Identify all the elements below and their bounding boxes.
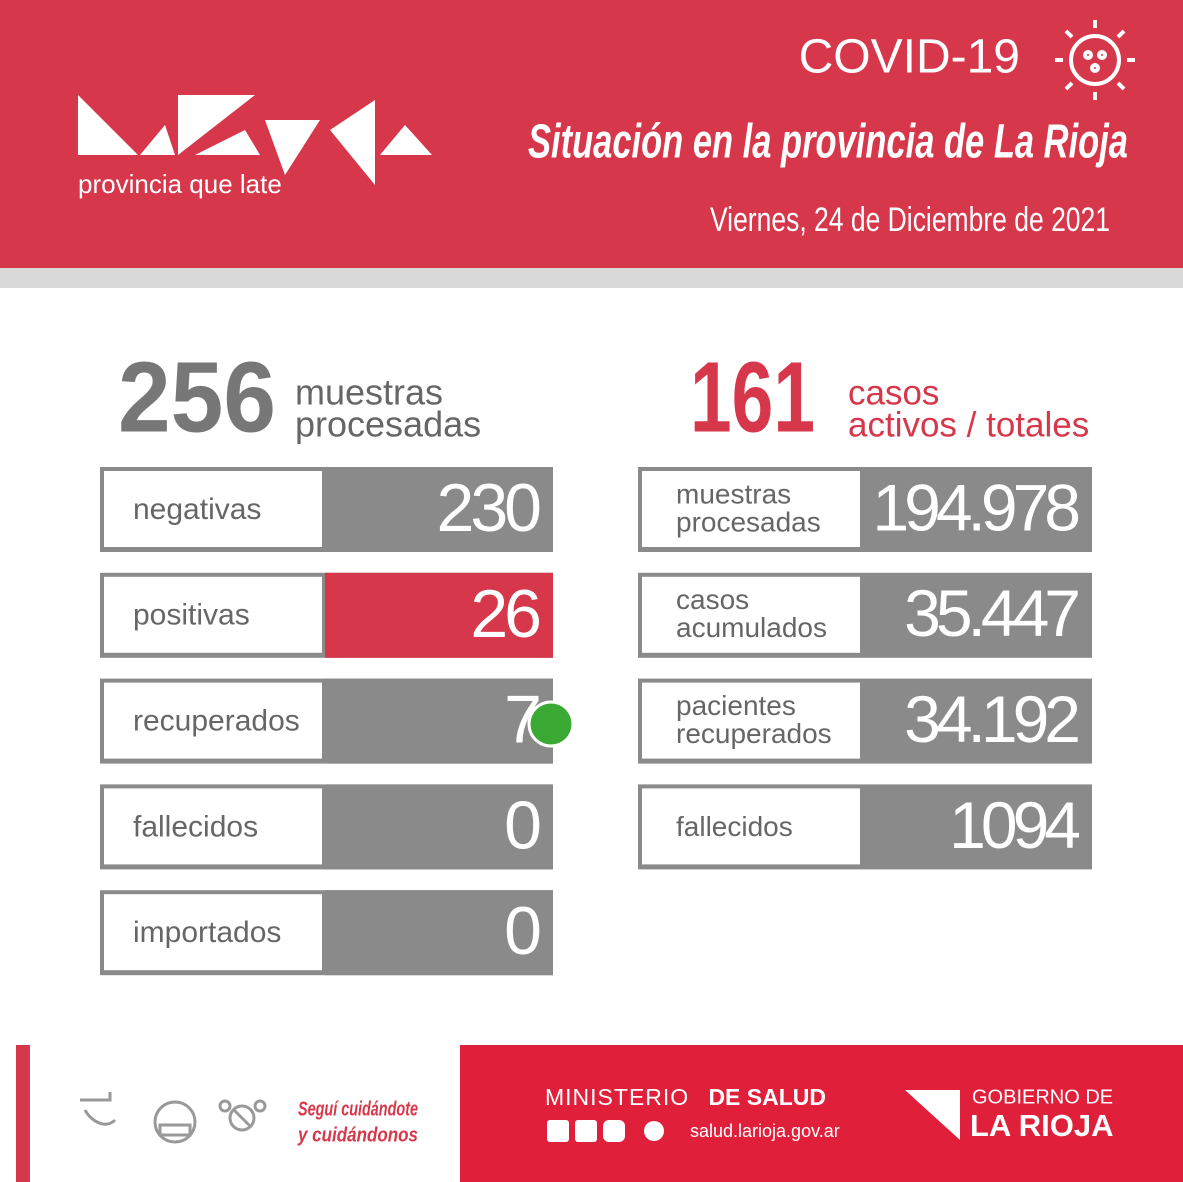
url: salud.larioja.gov.ar <box>690 1121 840 1141</box>
header-strip <box>0 268 1183 288</box>
row-value-box <box>325 678 553 764</box>
government: GOBIERNO DE <box>972 1086 1113 1108</box>
daily-total-label: procesadas <box>295 404 481 445</box>
row-label: procesadas <box>676 506 821 537</box>
row-label-box <box>104 894 322 971</box>
row-value: 194.978 <box>872 470 1078 544</box>
row-value: 35.447 <box>904 576 1078 650</box>
logo <box>78 95 432 185</box>
row-label: casos <box>676 584 749 615</box>
row-label: fallecidos <box>676 811 793 842</box>
thumbs-up-icon <box>527 700 575 748</box>
tagline: provincia que late <box>78 169 282 199</box>
cumulative-total-label: activos / totales <box>848 405 1089 444</box>
row-label: importados <box>133 916 281 949</box>
row-label: recuperados <box>676 718 832 749</box>
government-bold: LA RIOJA <box>970 1108 1114 1143</box>
slogan: y cuidándonos <box>297 1124 418 1146</box>
footer-band <box>460 1045 1183 1182</box>
row-value: 0 <box>504 893 540 969</box>
row-label: pacientes <box>676 690 796 721</box>
row-label: muestras <box>676 478 791 509</box>
row-label: positivas <box>133 599 250 632</box>
row-value: 0 <box>504 787 540 863</box>
footer-accent <box>16 1045 30 1182</box>
subtitle: Situación en la provincia de La Rioja <box>528 116 1128 169</box>
row-label-box <box>104 682 322 759</box>
ministry-bold: DE SALUD <box>708 1084 826 1110</box>
row-value: 1094 <box>949 788 1079 862</box>
row-label: fallecidos <box>133 810 258 843</box>
row-label: acumulados <box>676 612 827 643</box>
row-value-box <box>325 784 553 870</box>
date: Viernes, 24 de Diciembre de 2021 <box>710 201 1110 239</box>
virus-icon <box>1055 20 1135 100</box>
row-value: 26 <box>470 576 539 652</box>
row-label-box <box>642 788 860 865</box>
row-label: recuperados <box>133 705 300 738</box>
row-value-box <box>325 890 553 976</box>
row-value: 34.192 <box>904 682 1078 756</box>
row-value: 230 <box>437 470 541 546</box>
row-label-box <box>642 682 860 759</box>
care-icons <box>80 1092 267 1144</box>
row-label-box <box>104 788 322 865</box>
row-label-box <box>104 576 322 653</box>
daily-total: 256 <box>118 341 276 453</box>
title: COVID-19 <box>799 31 1020 84</box>
row-label: negativas <box>133 493 261 526</box>
row-label-box <box>642 576 860 653</box>
slogan: Seguí cuidándote <box>298 1098 418 1120</box>
row-label-box <box>642 471 860 547</box>
row-label-box <box>104 471 322 547</box>
ministry: MINISTERIO <box>545 1084 689 1110</box>
row-value-box <box>325 572 553 658</box>
gov-logo <box>905 1090 960 1140</box>
cumulative-total-label: casos <box>848 373 939 412</box>
row-value-box <box>325 467 553 552</box>
daily-total-label: muestras <box>295 372 443 413</box>
cumulative-total: 161 <box>690 341 815 453</box>
social-icons <box>547 1120 664 1142</box>
